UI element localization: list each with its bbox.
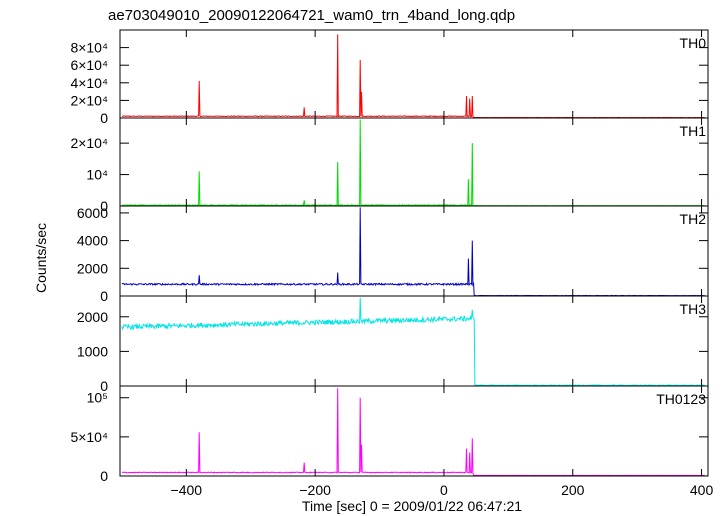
y-tick-label-th3: 0 [100,378,108,394]
y-tick-label-th2: 0 [100,288,108,304]
y-tick-label-th2: 6000 [77,205,108,221]
series-line-th0 [121,34,705,119]
y-tick-label-th0123: 10⁵ [87,390,108,406]
panel-frame-th3 [119,295,709,387]
y-tick-label-th0: 2×10⁴ [70,92,108,108]
y-tick-label-th1: 10⁴ [86,167,108,183]
x-tick-label: −200 [299,482,331,498]
series-line-th0123 [121,388,705,477]
series-line-th2 [121,207,705,297]
panel-frame-th0123 [119,385,709,477]
y-tick-label-th0: 0 [100,110,108,126]
y-tick-label-th3: 2000 [77,309,108,325]
y-tick-label-th0: 4×10⁴ [70,75,108,91]
panel-frame-th1 [119,117,709,207]
y-tick-label-th1: 2×10⁴ [70,135,108,151]
x-tick-label: 0 [440,482,448,498]
chart-title: ae703049010_20090122064721_wam0_trn_4ban… [108,7,515,24]
y-tick-label-th0: 6×10⁴ [70,57,108,73]
x-tick-label: −400 [171,482,203,498]
panel-label-th3: TH3 [680,301,707,317]
x-tick-label: 400 [690,482,714,498]
panel-frame-th0 [119,29,709,119]
series-line-th1 [121,119,705,207]
panel-label-th2: TH2 [680,211,707,227]
x-tick-label: 200 [561,482,585,498]
y-tick-label-th0123: 0 [100,468,108,484]
panel-frame-th2 [119,205,709,297]
y-tick-label-th0123: 5×10⁴ [70,429,108,445]
panel-label-th1: TH1 [680,123,707,139]
y-tick-label-th3: 1000 [77,343,108,359]
y-axis-label: Counts/sec [33,223,49,293]
panel-label-th0: TH0 [680,35,707,51]
y-tick-label-th2: 2000 [77,260,108,276]
y-tick-label-th2: 4000 [77,233,108,249]
panel-label-th0123: TH0123 [656,391,706,407]
x-axis-label: Time [sec] 0 = 2009/01/22 06:47:21 [302,498,522,514]
y-tick-label-th0: 8×10⁴ [70,40,108,56]
series-line-th3 [121,297,705,387]
y-tick-label-th1: 0 [100,198,108,214]
